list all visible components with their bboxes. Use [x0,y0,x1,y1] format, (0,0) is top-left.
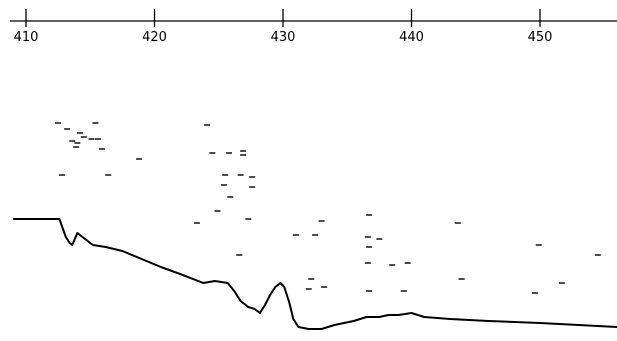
x-tick-label: 410 [14,30,39,45]
series-line [13,218,617,330]
x-tick-labels: 410 420 430 440 450 [14,30,553,45]
x-tick-label: 440 [399,30,424,45]
x-tick-label: 430 [271,30,296,45]
x-axis [10,9,617,27]
x-tick-label: 420 [142,30,167,45]
series-group [13,218,617,330]
markers [55,122,601,294]
x-tick-label: 450 [528,30,553,45]
